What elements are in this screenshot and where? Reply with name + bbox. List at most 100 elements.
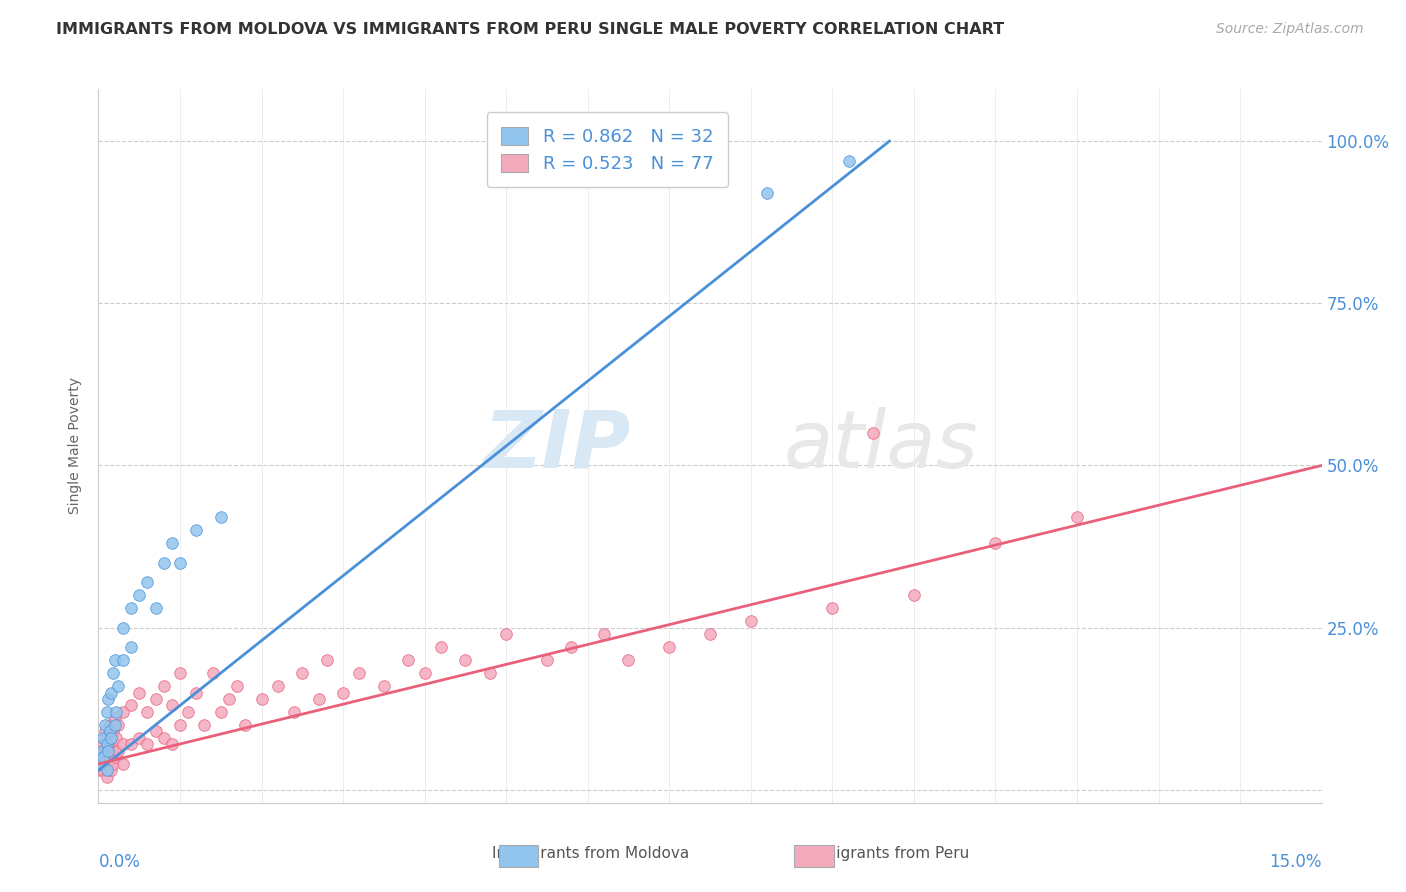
Point xyxy=(283,705,305,719)
Point xyxy=(209,705,232,719)
Point xyxy=(308,692,330,706)
Point xyxy=(96,770,118,784)
Point xyxy=(145,692,167,706)
Point xyxy=(101,756,124,771)
Point xyxy=(91,738,114,752)
Point xyxy=(111,621,134,635)
Point xyxy=(160,698,183,713)
Point xyxy=(91,750,114,764)
Text: 15.0%: 15.0% xyxy=(1270,853,1322,871)
Point xyxy=(218,692,240,706)
Point xyxy=(128,588,150,602)
Y-axis label: Single Male Poverty: Single Male Poverty xyxy=(69,377,83,515)
Point xyxy=(169,556,191,570)
Point xyxy=(699,627,721,641)
Point xyxy=(90,744,112,758)
Legend: R = 0.862   N = 32, R = 0.523   N = 77: R = 0.862 N = 32, R = 0.523 N = 77 xyxy=(486,112,728,187)
Text: IMMIGRANTS FROM MOLDOVA VS IMMIGRANTS FROM PERU SINGLE MALE POVERTY CORRELATION : IMMIGRANTS FROM MOLDOVA VS IMMIGRANTS FR… xyxy=(56,22,1004,37)
Point xyxy=(201,666,224,681)
Point xyxy=(186,685,208,699)
Point xyxy=(97,738,120,752)
Point xyxy=(105,750,128,764)
Point xyxy=(100,685,122,699)
Point xyxy=(169,718,191,732)
Point xyxy=(96,705,118,719)
Point xyxy=(111,653,134,667)
Point xyxy=(111,738,134,752)
Text: Immigrants from Moldova: Immigrants from Moldova xyxy=(492,846,689,861)
Point xyxy=(100,764,122,778)
Point xyxy=(94,718,117,732)
Point xyxy=(98,750,121,764)
Point xyxy=(100,731,122,745)
Point xyxy=(984,536,1007,550)
Point xyxy=(107,679,129,693)
Point xyxy=(152,731,174,745)
Point xyxy=(89,764,111,778)
Point xyxy=(152,556,174,570)
Point xyxy=(267,679,290,693)
Point xyxy=(111,756,134,771)
Point xyxy=(821,601,844,615)
Point xyxy=(105,731,128,745)
Text: atlas: atlas xyxy=(783,407,979,485)
Point xyxy=(478,666,501,681)
Point xyxy=(373,679,395,693)
Point xyxy=(96,750,118,764)
Text: Source: ZipAtlas.com: Source: ZipAtlas.com xyxy=(1216,22,1364,37)
Point xyxy=(94,724,117,739)
Point xyxy=(315,653,337,667)
Point xyxy=(90,744,112,758)
Point xyxy=(111,705,134,719)
Point xyxy=(104,718,127,732)
Point xyxy=(838,153,860,168)
Point xyxy=(96,731,118,745)
Point xyxy=(120,601,142,615)
Point xyxy=(136,738,159,752)
Point xyxy=(136,575,159,590)
Point xyxy=(90,756,112,771)
Point xyxy=(145,724,167,739)
Point xyxy=(169,666,191,681)
Point xyxy=(96,764,118,778)
Point xyxy=(98,724,121,739)
Point xyxy=(250,692,273,706)
Point xyxy=(101,666,124,681)
Point xyxy=(862,425,884,440)
Point xyxy=(209,510,232,524)
Point xyxy=(495,627,517,641)
Point xyxy=(332,685,354,699)
Point xyxy=(536,653,558,667)
Point xyxy=(291,666,314,681)
Point xyxy=(101,724,124,739)
Point xyxy=(120,698,142,713)
Point xyxy=(96,738,118,752)
Point xyxy=(193,718,215,732)
Point xyxy=(160,738,183,752)
Point xyxy=(233,718,256,732)
Point xyxy=(349,666,371,681)
Text: ZIP: ZIP xyxy=(484,407,630,485)
Point xyxy=(756,186,779,200)
Point xyxy=(94,756,117,771)
Point xyxy=(152,679,174,693)
Point xyxy=(136,705,159,719)
Point xyxy=(105,705,128,719)
Point xyxy=(100,731,122,745)
Point xyxy=(226,679,249,693)
Text: 0.0%: 0.0% xyxy=(98,853,141,871)
Text: Immigrants from Peru: Immigrants from Peru xyxy=(803,846,969,861)
Point xyxy=(1066,510,1088,524)
Point xyxy=(560,640,582,654)
Point xyxy=(98,718,121,732)
Point xyxy=(128,731,150,745)
Point xyxy=(94,744,117,758)
Point xyxy=(104,711,127,725)
Point xyxy=(454,653,477,667)
Point xyxy=(740,614,762,628)
Point xyxy=(658,640,681,654)
Point xyxy=(104,653,127,667)
Point xyxy=(413,666,436,681)
Point xyxy=(97,692,120,706)
Point xyxy=(396,653,419,667)
